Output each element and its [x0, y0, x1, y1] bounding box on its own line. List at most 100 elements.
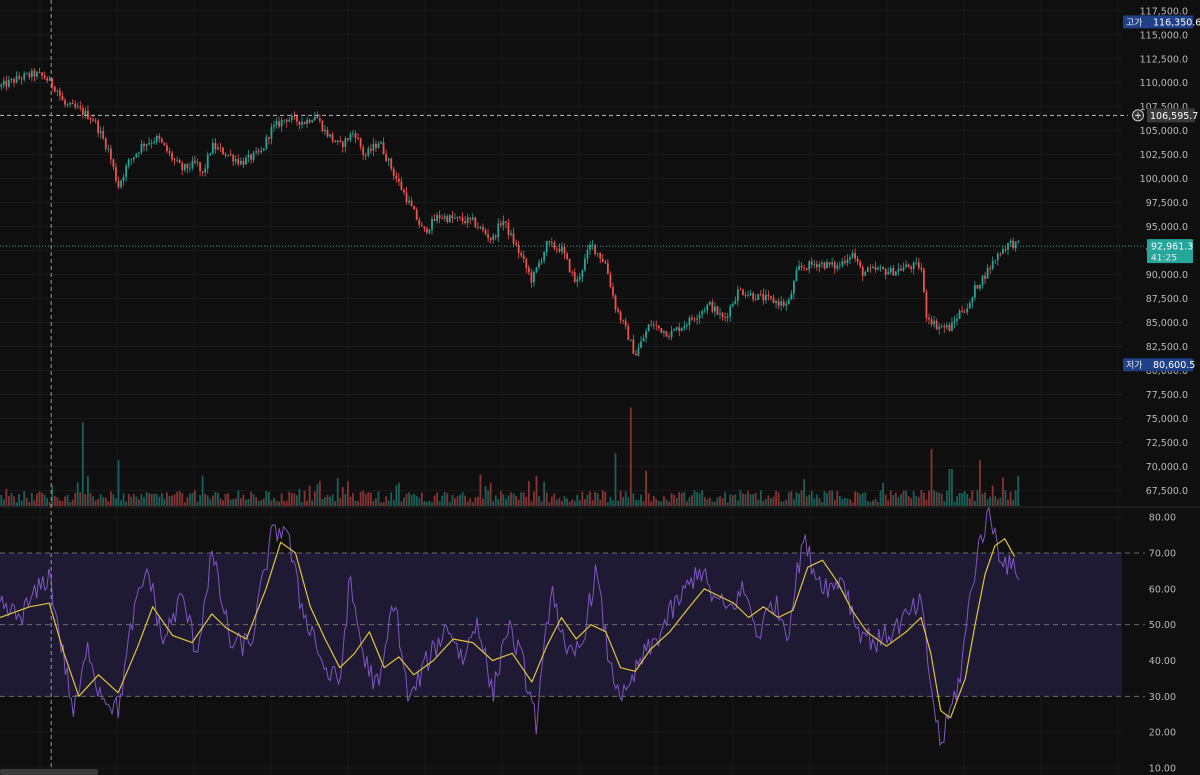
badge-value: 116,350.6 — [1153, 17, 1200, 28]
candle-body — [522, 255, 525, 259]
candle-body — [107, 148, 110, 150]
candle-body — [589, 244, 591, 250]
candle-body — [785, 303, 788, 306]
volume-bar — [217, 492, 219, 506]
volume-bar — [97, 498, 100, 506]
volume-bar — [51, 485, 54, 506]
candle-body — [553, 242, 556, 249]
candle-body — [1009, 240, 1012, 244]
candle-body — [321, 120, 324, 132]
candle-body — [25, 73, 28, 75]
rsi-band — [0, 552, 1145, 697]
volume-bar — [1012, 499, 1014, 506]
candle-body — [405, 192, 408, 203]
volume-bar — [201, 475, 204, 506]
candle-body — [413, 206, 416, 210]
candle-body — [872, 266, 874, 269]
candle-body — [426, 228, 428, 233]
volume-bar — [0, 494, 3, 506]
candle-body — [698, 314, 701, 319]
price-axis: 117,500.0 115,000.0 112,500.0 110,000.0 107,… — [1140, 6, 1188, 497]
volume-bar — [237, 490, 240, 506]
candle-body — [392, 168, 395, 176]
candle-body — [663, 331, 665, 333]
candle-body — [306, 119, 309, 124]
add-alert-icon[interactable] — [1132, 109, 1144, 122]
candle-body — [757, 293, 760, 300]
candle-body — [494, 235, 497, 238]
candle-body — [976, 285, 979, 289]
candle-body — [515, 243, 518, 245]
candle-body — [800, 265, 803, 268]
candle-body — [5, 80, 8, 87]
candle-body — [772, 297, 775, 304]
candle-body — [708, 301, 711, 305]
badge-bg — [1147, 108, 1195, 123]
volume-bar — [976, 490, 979, 506]
volume-bar — [520, 492, 523, 506]
volume-bar — [515, 495, 518, 506]
price-tick-label: 107,500.0 — [1140, 102, 1188, 113]
candle-body — [591, 244, 594, 246]
volume-bar — [33, 500, 36, 506]
candle-body — [194, 160, 196, 163]
volume-bar — [227, 493, 229, 506]
candle-body — [601, 258, 604, 262]
volume-bar — [296, 495, 298, 506]
volume-bar — [691, 495, 693, 506]
volume-bar — [711, 501, 714, 506]
candle-body — [617, 309, 619, 312]
volume-bar — [785, 499, 788, 506]
volume-bar — [66, 494, 69, 506]
volume-bar — [199, 495, 201, 506]
candle-body — [938, 326, 941, 330]
candle-body — [652, 324, 655, 326]
candle-body — [675, 327, 678, 330]
volume-bar — [127, 493, 130, 506]
volume-bar — [1004, 490, 1007, 506]
horizontal-scrollbar[interactable] — [0, 769, 98, 775]
candle-body — [283, 119, 286, 121]
candle-body — [311, 120, 314, 123]
candle-body — [135, 153, 138, 158]
candle-body — [571, 271, 574, 273]
volume-bar — [48, 502, 51, 506]
volume-bar — [803, 479, 806, 506]
volume-bar — [894, 492, 897, 506]
candle-body — [550, 242, 553, 244]
volume-bar — [306, 500, 309, 506]
candle-body — [242, 160, 245, 165]
volume-bar — [619, 490, 622, 506]
candle-body — [981, 275, 984, 286]
candle-body — [734, 300, 737, 304]
volume-bar — [798, 493, 800, 506]
candle-body — [637, 347, 640, 356]
volume-bar — [359, 491, 362, 506]
volume-bar — [601, 490, 604, 506]
volume-bar — [907, 496, 910, 506]
candle-body — [336, 140, 339, 143]
volume-bar — [43, 494, 46, 506]
volume-bar — [275, 500, 278, 506]
volume-bar — [487, 490, 489, 506]
candle-body — [446, 216, 449, 222]
volume-bar — [109, 491, 112, 506]
candle-body — [956, 318, 958, 321]
volume-bar — [650, 501, 653, 506]
candle-body — [290, 115, 293, 120]
price-extreme-badge: 고가 116,350.6 — [1123, 15, 1200, 29]
volume-bar — [176, 491, 179, 506]
volume-bar — [441, 495, 444, 506]
candle-body — [155, 135, 158, 142]
candle-body — [624, 320, 627, 327]
candle-body — [900, 268, 902, 271]
candle-body — [815, 264, 818, 268]
volume-bar — [38, 491, 41, 506]
candlesticks[interactable] — [0, 68, 1020, 357]
volume-bar — [267, 491, 270, 506]
volume-bar — [166, 492, 168, 506]
volume-bar — [920, 489, 923, 506]
candle-body — [540, 260, 543, 263]
candle-body — [0, 84, 3, 87]
